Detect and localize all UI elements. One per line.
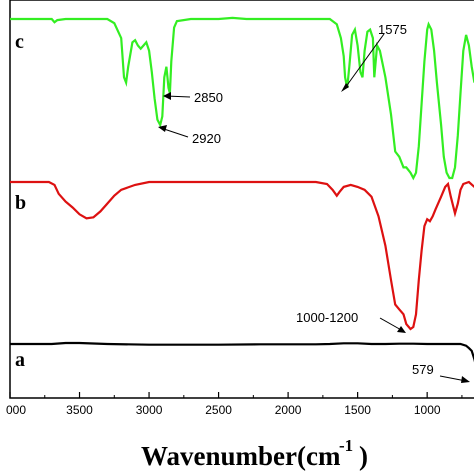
x-axis-title: Wavenumber(cm -1 ) xyxy=(141,436,368,471)
x-tick-label: 1000 xyxy=(414,403,441,417)
plot-frame xyxy=(9,0,474,399)
series-a-line xyxy=(10,341,474,363)
x-axis-tick-labels: 000 3500 3000 2500 2000 1500 1000 xyxy=(6,403,441,417)
x-axis-title-superscript: -1 xyxy=(339,436,353,455)
annotation-label: 1575 xyxy=(378,22,407,37)
annotation-2850: 2850 xyxy=(163,90,223,105)
x-tick-label: 3000 xyxy=(136,403,163,417)
x-axis-title-main: Wavenumber(cm xyxy=(141,441,341,471)
x-tick-label: 1500 xyxy=(344,403,371,417)
x-axis-title-close: ) xyxy=(359,441,368,471)
annotation-2920: 2920 xyxy=(158,125,221,146)
annotation-1000-1200: 1000-1200 xyxy=(296,310,406,333)
x-tick-label: 000 xyxy=(6,403,26,417)
annotation-1575: 1575 xyxy=(341,22,407,92)
series-c-line xyxy=(10,16,474,181)
x-tick-label: 2500 xyxy=(205,403,232,417)
curve-label-b: b xyxy=(15,192,26,214)
annotation-label: 2850 xyxy=(194,90,223,105)
annotation-579: 579 xyxy=(412,362,470,383)
x-axis-ticks xyxy=(9,392,463,398)
annotation-label: 1000-1200 xyxy=(296,310,358,325)
series-b-line xyxy=(10,180,474,331)
curve-label-c: c xyxy=(15,31,24,53)
annotation-label: 579 xyxy=(412,362,434,377)
curve-label-a: a xyxy=(15,349,25,371)
x-tick-label: 3500 xyxy=(66,403,93,417)
annotation-label: 2920 xyxy=(192,131,221,146)
x-tick-label: 2000 xyxy=(275,403,302,417)
